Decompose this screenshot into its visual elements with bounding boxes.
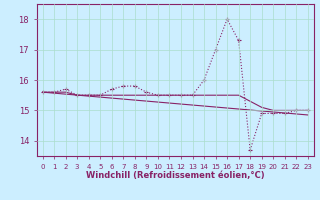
X-axis label: Windchill (Refroidissement éolien,°C): Windchill (Refroidissement éolien,°C) bbox=[86, 171, 265, 180]
